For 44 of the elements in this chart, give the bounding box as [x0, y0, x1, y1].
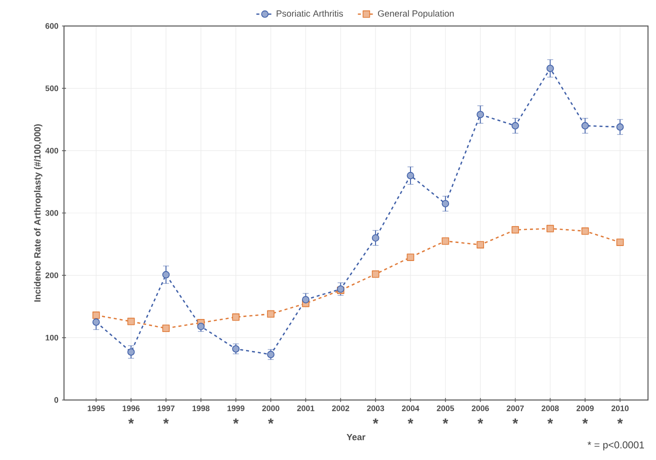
legend-label: General Population: [378, 10, 454, 18]
point: [512, 122, 519, 130]
text: *: [547, 418, 553, 424]
text: *: [582, 418, 588, 424]
text: *: [128, 418, 134, 424]
point: [442, 200, 450, 208]
y-axis-title: Incidence Rate of Arthroplasty (#/100,000): [34, 124, 42, 302]
point: [546, 64, 554, 72]
point: [372, 234, 380, 242]
point: [581, 227, 589, 235]
text: *: [617, 418, 623, 424]
text: *: [408, 418, 414, 424]
point: [512, 226, 519, 234]
point: [616, 123, 624, 131]
point: [581, 122, 589, 130]
point: [92, 312, 100, 319]
point: [442, 237, 450, 245]
point: [232, 313, 240, 321]
point: [476, 110, 484, 118]
text: *: [233, 418, 239, 424]
point: [127, 348, 135, 356]
point: [616, 238, 624, 246]
text: *: [442, 418, 448, 424]
text: *: [372, 418, 378, 424]
point: [546, 224, 554, 232]
point: [162, 324, 170, 332]
legend-label: Psoriatic Arthritis: [276, 10, 343, 17]
text: *: [512, 418, 518, 424]
text: *: [268, 418, 274, 424]
point: [197, 322, 205, 330]
point: [267, 310, 274, 318]
x-axis-title: Year: [346, 434, 366, 440]
point: [127, 318, 135, 326]
point: [162, 271, 170, 278]
point: [232, 345, 240, 353]
text: * = p<0.0001: [588, 441, 644, 450]
text: *: [163, 418, 169, 424]
point: [372, 270, 380, 278]
point: [406, 172, 414, 180]
text: *: [478, 418, 484, 424]
point: [302, 296, 310, 304]
point: [406, 254, 414, 261]
point: [92, 318, 100, 326]
point: [476, 241, 484, 248]
